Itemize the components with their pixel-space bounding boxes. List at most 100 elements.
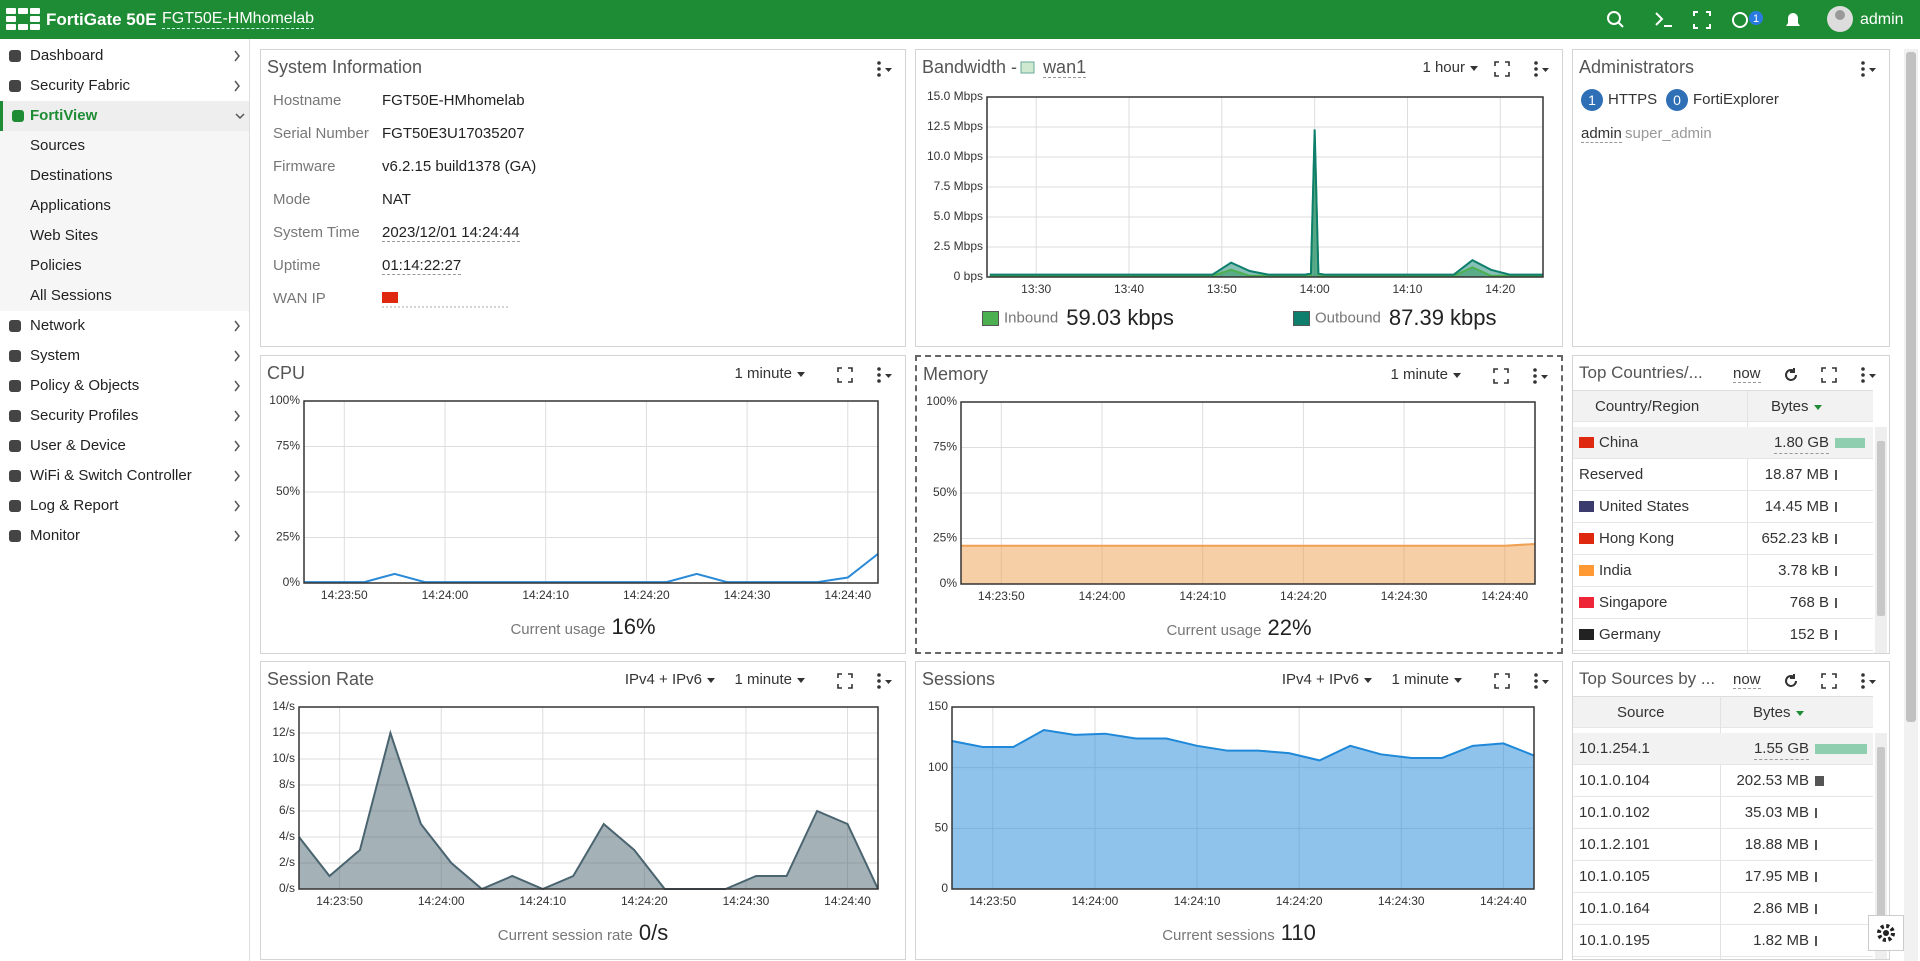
scrollbar-thumb[interactable] xyxy=(1877,747,1885,922)
flag xyxy=(1579,565,1594,576)
info-value: NAT xyxy=(382,191,411,208)
nav-item[interactable]: FortiView xyxy=(0,101,249,131)
nav-glyph xyxy=(9,470,21,482)
admin-name[interactable]: admin xyxy=(1581,125,1622,143)
x-tick-label: 14:24:20 xyxy=(623,588,670,602)
nav-glyph xyxy=(9,380,21,392)
dropdown[interactable]: 1 minute xyxy=(1390,366,1461,383)
table-row[interactable]: Germany 152 B xyxy=(1573,619,1873,651)
nav-icon xyxy=(9,410,21,422)
logo xyxy=(6,8,40,30)
table-row[interactable]: 10.1.0.102 35.03 MB xyxy=(1573,797,1873,829)
x-tick-label: 14:24:00 xyxy=(418,894,465,908)
refresh-shape xyxy=(1785,368,1797,381)
bell-icon xyxy=(1786,13,1800,26)
admin-profile: super_admin xyxy=(1625,125,1712,142)
nav-item[interactable]: Monitor xyxy=(0,521,249,551)
settings-button[interactable] xyxy=(1868,915,1904,951)
current-number: 22% xyxy=(1267,615,1312,640)
nav-item[interactable]: User & Device xyxy=(0,431,249,461)
table-header: Source Bytes xyxy=(1573,696,1873,728)
usage-bar xyxy=(1835,598,1837,608)
table-row[interactable]: 10.1.2.101 18.88 MB xyxy=(1573,829,1873,861)
plot-border xyxy=(960,401,1536,585)
table-row[interactable]: 10.1.254.1 1.55 GB xyxy=(1573,733,1873,765)
nav-subitem[interactable]: Destinations xyxy=(0,161,249,191)
row-bytes: 18.87 MB xyxy=(1764,466,1829,483)
chevron xyxy=(234,380,240,392)
scrollbar-thumb[interactable] xyxy=(1877,441,1885,616)
x-tick-label: 13:40 xyxy=(1114,282,1144,296)
dropdown[interactable]: 1 minute xyxy=(734,365,805,382)
logo-cell xyxy=(18,8,28,14)
expand-shape xyxy=(837,367,853,383)
row-bytes: 3.78 kB xyxy=(1778,562,1829,579)
nav-subitem[interactable]: Sources xyxy=(0,131,249,161)
table-row[interactable]: Reserved 18.87 MB xyxy=(1573,459,1873,491)
table-row[interactable]: India 3.78 kB xyxy=(1573,555,1873,587)
nav-item[interactable]: WiFi & Switch Controller xyxy=(0,461,249,491)
x-tick-label: 14:24:30 xyxy=(723,894,770,908)
menu-dot xyxy=(877,379,881,383)
interface[interactable]: wan1 xyxy=(1043,57,1087,78)
chart: 0% 25% 50% 75% 100% 14:23:50 14:24:00 14:24:10 1… xyxy=(269,393,879,602)
table-row[interactable]: China 1.80 GB xyxy=(1573,427,1873,459)
column-header[interactable]: Bytes xyxy=(1771,391,1822,423)
column-header[interactable]: Source xyxy=(1617,704,1665,721)
dropdown[interactable]: 1 minute xyxy=(734,671,805,688)
table-row[interactable]: 10.1.0.104 202.53 MB xyxy=(1573,765,1873,797)
row-bytes: 1.80 GB xyxy=(1773,433,1829,454)
nav-item[interactable]: System xyxy=(0,341,249,371)
time-filter[interactable]: now xyxy=(1733,671,1761,689)
nav-item[interactable]: Log & Report xyxy=(0,491,249,521)
nav-subitem[interactable]: Policies xyxy=(0,251,249,281)
menu-dot xyxy=(1534,67,1538,71)
y-tick-label: 8/s xyxy=(279,777,295,791)
table-row[interactable]: United States 14.45 MB xyxy=(1573,491,1873,523)
time-filter[interactable]: now xyxy=(1733,365,1761,383)
chart: 0% 25% 50% 75% 100% 14:23:50 14:24:00 14:24:10 1… xyxy=(926,394,1536,603)
nav-item[interactable]: Network xyxy=(0,311,249,341)
chevron-shape xyxy=(234,440,240,452)
nav-item[interactable]: Dashboard xyxy=(0,41,249,71)
column-header[interactable]: Country/Region xyxy=(1595,398,1700,415)
table-row[interactable]: 10.1.0.164 2.86 MB xyxy=(1573,893,1873,925)
legend-name: Outbound xyxy=(1315,309,1381,327)
nav-glyph xyxy=(9,350,21,362)
dropdown[interactable]: 1 hour xyxy=(1422,59,1478,76)
session-badge: 1 xyxy=(1581,89,1603,111)
row-name: 10.1.0.104 xyxy=(1579,772,1650,789)
widget: System Information Hostname FGT50E-HMhomel… xyxy=(260,49,906,347)
dropdown[interactable]: 1 minute xyxy=(1391,671,1462,688)
nav-subitem[interactable]: Applications xyxy=(0,191,249,221)
nav-item[interactable]: Security Profiles xyxy=(0,401,249,431)
nav-icon xyxy=(12,110,24,122)
page-scrollbar-thumb[interactable] xyxy=(1906,52,1916,722)
menu-icon xyxy=(877,367,892,383)
user-name[interactable]: admin xyxy=(1860,11,1904,28)
y-tick-label: 25% xyxy=(276,530,300,544)
dropdown[interactable]: IPv4 + IPv6 xyxy=(625,671,715,688)
legend-entry: Inbound 59.03 kbps xyxy=(982,305,1174,331)
nav-glyph xyxy=(9,440,21,452)
row-name: 10.1.0.102 xyxy=(1579,804,1650,821)
row-bytes: 14.45 MB xyxy=(1764,498,1829,515)
table-row[interactable]: Singapore 768 B xyxy=(1573,587,1873,619)
y-tick-label: 100 xyxy=(928,760,948,774)
nav-item[interactable]: Security Fabric xyxy=(0,71,249,101)
x-tick-label: 14:24:30 xyxy=(1378,894,1425,908)
nav-subitem[interactable]: Web Sites xyxy=(0,221,249,251)
column-header[interactable]: Bytes xyxy=(1753,697,1804,729)
table-row[interactable]: 10.1.0.195 1.82 MB xyxy=(1573,925,1873,957)
table-row[interactable]: 10.1.0.105 17.95 MB xyxy=(1573,861,1873,893)
nav-subitem[interactable]: All Sessions xyxy=(0,281,249,311)
y-tick-label: 10/s xyxy=(272,751,295,765)
menu-dot xyxy=(877,61,881,65)
usage-bar xyxy=(1815,936,1817,946)
menu-dot xyxy=(1533,368,1537,372)
hostname[interactable]: FGT50E-HMhomelab xyxy=(162,10,315,29)
dropdown[interactable]: IPv4 + IPv6 xyxy=(1282,671,1372,688)
table-row[interactable]: Hong Kong 652.23 kB xyxy=(1573,523,1873,555)
nav-item[interactable]: Policy & Objects xyxy=(0,371,249,401)
usage-bar xyxy=(1815,808,1817,818)
